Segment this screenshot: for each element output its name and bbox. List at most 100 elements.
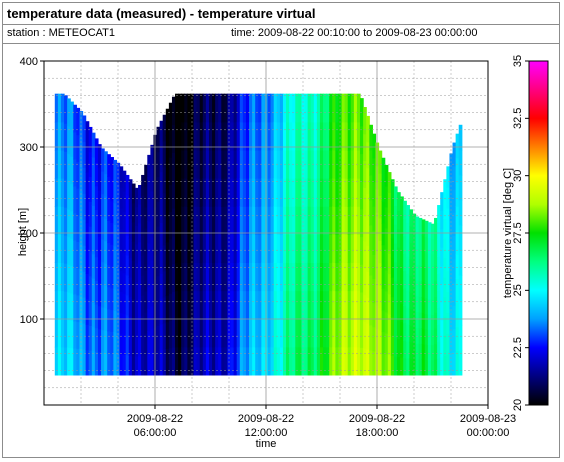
heatmap-cell	[360, 319, 364, 348]
heatmap-cell	[307, 262, 312, 292]
heatmap-cell	[381, 266, 386, 289]
heatmap-cell	[378, 330, 383, 354]
heatmap-cell	[449, 242, 454, 265]
heatmap-cell	[276, 121, 281, 151]
heatmap-cell	[101, 284, 105, 308]
heatmap-cell	[227, 93, 232, 123]
heatmap-cell	[70, 238, 74, 267]
heatmap-cell	[381, 157, 386, 181]
heatmap-cell	[224, 262, 229, 292]
heatmap-cell	[298, 262, 303, 292]
heatmap-cell	[424, 236, 429, 253]
heatmap-cell	[131, 240, 136, 261]
heatmap-cell	[455, 350, 460, 376]
heatmap-cell	[424, 297, 429, 314]
heatmap-cell	[131, 336, 136, 357]
heatmap-cell	[107, 330, 111, 354]
heatmap-cell	[110, 157, 114, 180]
heatmap-cell	[128, 237, 133, 259]
heatmap-cell	[378, 173, 383, 197]
heatmap-cell	[239, 178, 244, 207]
heatmap-cell	[279, 346, 284, 376]
heatmap-cell	[369, 299, 373, 326]
heatmap-cell	[449, 264, 454, 287]
heatmap-cell	[230, 290, 235, 320]
heatmap-cell	[381, 222, 386, 246]
heatmap-cell	[310, 93, 315, 123]
heatmap-cell	[313, 178, 318, 207]
heatmap-cell	[267, 290, 272, 320]
heatmap-cell	[245, 121, 250, 151]
heatmap-cell	[341, 262, 346, 292]
heatmap-cell	[313, 234, 318, 264]
heatmap-cell	[215, 206, 219, 235]
heatmap-cell	[236, 234, 241, 264]
heatmap-cell	[421, 312, 426, 329]
heatmap-cell	[415, 248, 420, 265]
heatmap-cell	[378, 285, 383, 309]
heatmap-cell	[360, 291, 364, 321]
heatmap-cell	[289, 149, 293, 179]
heatmap-cell	[97, 167, 102, 191]
heatmap-cell	[208, 93, 213, 123]
heatmap-cell	[242, 290, 247, 320]
heatmap-cell	[452, 165, 457, 190]
heatmap-cell	[273, 149, 278, 179]
heatmap-cell	[295, 318, 299, 348]
heatmap-cell	[218, 318, 222, 348]
heatmap-cell	[458, 274, 463, 301]
heatmap-cell	[156, 250, 161, 277]
heatmap-cell	[397, 320, 401, 339]
heatmap-cell	[418, 343, 423, 360]
axes: 100 200 300 400 2009-08-22 06:00:00 2009-08-22…	[20, 56, 517, 439]
heatmap-cell	[415, 232, 420, 249]
heatmap-cell	[443, 198, 447, 219]
heatmap-cell	[363, 187, 367, 215]
heatmap-cell	[54, 178, 59, 207]
heatmap-cell	[202, 121, 207, 151]
heatmap-cell	[73, 293, 77, 322]
heatmap-cell	[356, 149, 361, 179]
heatmap-cell	[292, 290, 296, 320]
heatmap-cell	[434, 233, 438, 250]
heatmap-cell	[356, 318, 361, 348]
heatmap-cell	[147, 308, 151, 332]
heatmap-cell	[440, 228, 444, 248]
heatmap-cell	[424, 359, 429, 376]
heatmap-cell	[421, 234, 426, 252]
heatmap-cell	[199, 318, 204, 348]
heatmap-cell	[381, 288, 386, 311]
heatmap-cell	[329, 149, 333, 179]
heatmap-cell	[97, 259, 102, 284]
heatmap-cell	[150, 144, 155, 169]
heatmap-cell	[344, 178, 349, 207]
heatmap-cell	[156, 226, 161, 252]
heatmap-cell	[73, 266, 77, 295]
heatmap-cell	[289, 290, 293, 320]
heatmap-cell	[353, 178, 358, 207]
heatmap-cell	[101, 239, 105, 263]
heatmap-cell	[104, 240, 108, 264]
heatmap-cell	[446, 208, 451, 230]
heatmap-cell	[205, 290, 210, 320]
heatmap-cell	[437, 357, 441, 376]
heatmap-cell	[437, 205, 441, 223]
heatmap-cell	[190, 93, 195, 123]
heatmap-cell	[54, 93, 59, 123]
heatmap-cell	[138, 203, 142, 224]
heatmap-cell	[122, 293, 127, 315]
heatmap-cell	[236, 178, 241, 207]
heatmap-cell	[64, 235, 68, 264]
heatmap-cell	[85, 197, 90, 224]
heatmap-cell	[205, 234, 210, 264]
heatmap-cell	[261, 290, 266, 320]
heatmap-cell	[276, 262, 281, 292]
heatmap-cell	[397, 228, 401, 248]
heatmap-cell	[390, 179, 395, 200]
heatmap-cell	[150, 259, 155, 284]
heatmap-cell	[171, 96, 176, 126]
heatmap-cell	[178, 262, 182, 292]
heatmap-cell	[452, 328, 457, 353]
heatmap-cell	[134, 337, 139, 357]
heatmap-cell	[168, 184, 173, 213]
